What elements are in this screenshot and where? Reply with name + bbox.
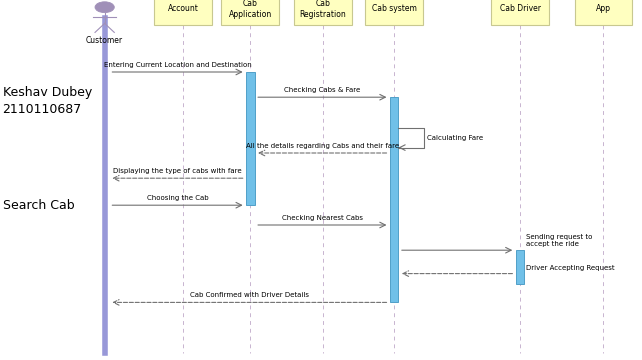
- Bar: [390, 97, 398, 302]
- Bar: [294, 0, 352, 25]
- Bar: [575, 0, 632, 25]
- Text: Choosing the Cab: Choosing the Cab: [147, 195, 208, 201]
- Text: Cab Driver: Cab Driver: [499, 4, 541, 13]
- Bar: [491, 0, 549, 25]
- Circle shape: [95, 2, 114, 13]
- Bar: [154, 0, 212, 25]
- Text: Sending request to
accept the ride: Sending request to accept the ride: [526, 234, 593, 247]
- Text: App: App: [596, 4, 611, 13]
- Text: Driver Accepting Request: Driver Accepting Request: [526, 265, 615, 271]
- Text: Keshav Dubey
2110110687: Keshav Dubey 2110110687: [3, 86, 92, 116]
- Bar: [246, 72, 254, 205]
- Text: Cab
Registration: Cab Registration: [300, 0, 346, 19]
- Text: Account: Account: [168, 4, 198, 13]
- Text: Checking Cabs & Fare: Checking Cabs & Fare: [284, 87, 360, 93]
- Text: Cab
Application: Cab Application: [229, 0, 272, 19]
- Bar: [221, 0, 279, 25]
- Text: Customer: Customer: [86, 36, 123, 45]
- Text: Calculating Fare: Calculating Fare: [428, 135, 483, 141]
- Text: Entering Current Location and Destination: Entering Current Location and Destinatio…: [103, 62, 252, 68]
- Text: Displaying the type of cabs with fare: Displaying the type of cabs with fare: [113, 168, 242, 174]
- Bar: [516, 250, 525, 284]
- Text: Cab system: Cab system: [372, 4, 417, 13]
- Text: Cab Confirmed with Driver Details: Cab Confirmed with Driver Details: [190, 292, 309, 298]
- Bar: [365, 0, 423, 25]
- Text: All the details regarding Cabs and their fare: All the details regarding Cabs and their…: [246, 143, 399, 149]
- Text: Search Cab: Search Cab: [3, 199, 74, 212]
- Text: Checking Nearest Cabs: Checking Nearest Cabs: [282, 215, 363, 221]
